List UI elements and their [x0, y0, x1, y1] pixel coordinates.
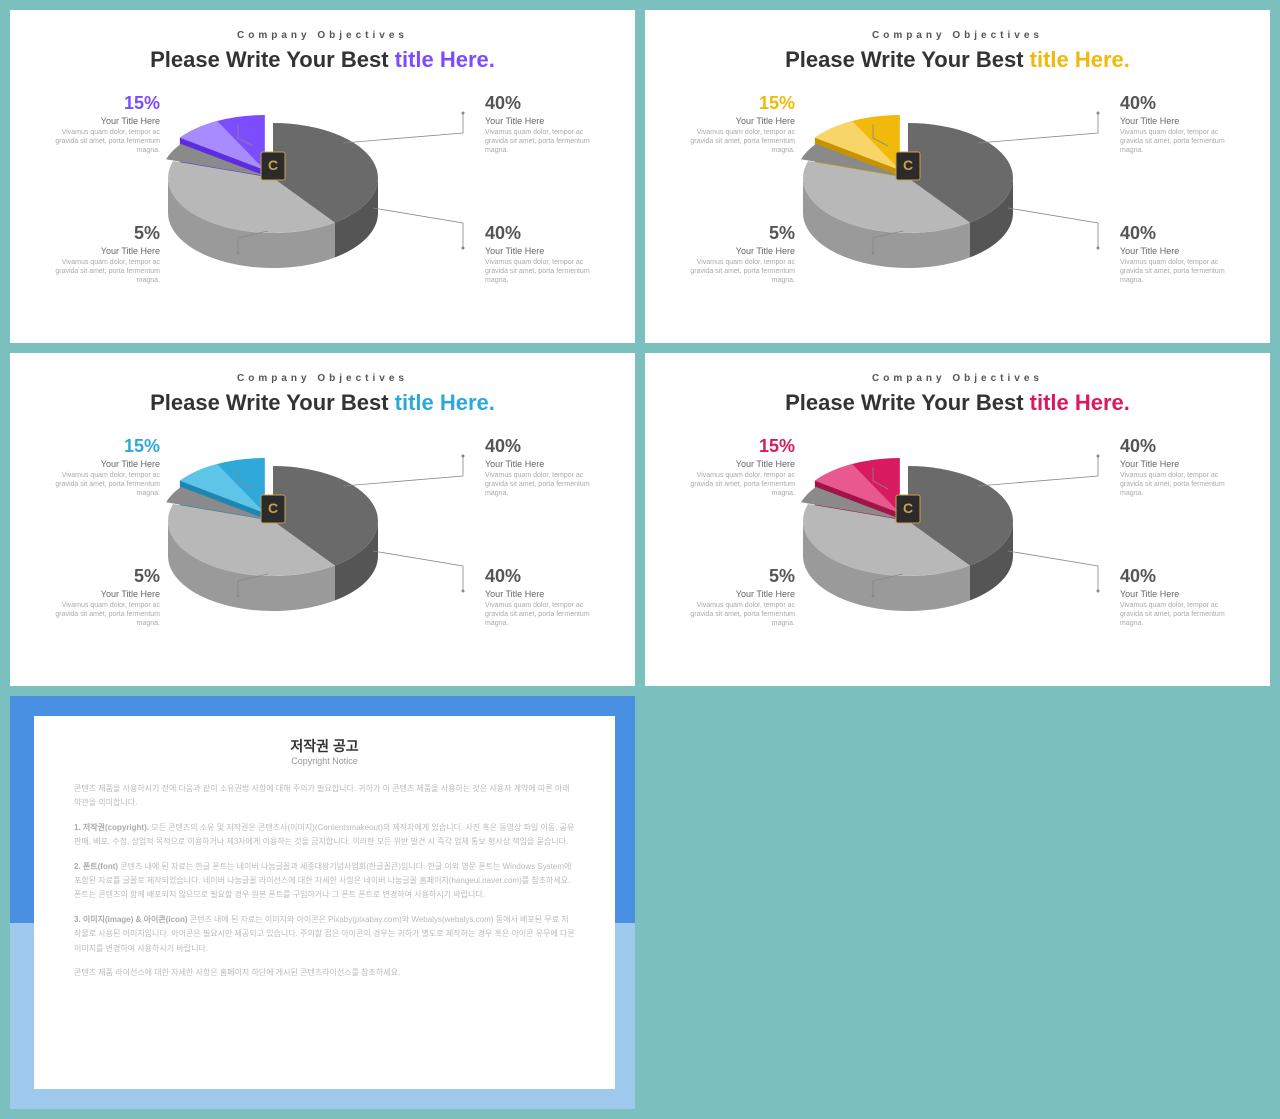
callout-sub: Your Title Here [675, 246, 795, 256]
callout-desc: Vivamus quam dolor, tempor ac gravida si… [675, 128, 795, 155]
overline: Company Objectives [10, 30, 635, 41]
callout-desc: Vivamus quam dolor, tempor ac gravida si… [675, 258, 795, 285]
slide-4: Company Objectives Please Write Your Bes… [645, 353, 1270, 686]
callout-sub: Your Title Here [40, 459, 160, 469]
callout-pct: 15% [40, 93, 160, 114]
callout-desc: Vivamus quam dolor, tempor ac gravida si… [485, 128, 605, 155]
callout-desc: Vivamus quam dolor, tempor ac gravida si… [1120, 471, 1240, 498]
slide-copyright: 저작권 공고 Copyright Notice 콘텐츠 제품을 사용하시기 전에… [10, 696, 635, 1109]
overline: Company Objectives [10, 373, 635, 384]
callout-top_left: 15% Your Title Here Vivamus quam dolor, … [675, 436, 795, 498]
callout-pct: 15% [675, 93, 795, 114]
callout-sub: Your Title Here [1120, 116, 1240, 126]
callout-bot_left: 5% Your Title Here Vivamus quam dolor, t… [675, 223, 795, 285]
callout-sub: Your Title Here [485, 116, 605, 126]
callout-bot_left: 5% Your Title Here Vivamus quam dolor, t… [40, 223, 160, 285]
callout-desc: Vivamus quam dolor, tempor ac gravida si… [675, 601, 795, 628]
callout-sub: Your Title Here [40, 246, 160, 256]
svg-text:C: C [267, 157, 277, 173]
callout-desc: Vivamus quam dolor, tempor ac gravida si… [485, 471, 605, 498]
pie-chart: C 15% Your Title Here Vivamus quam dolor… [645, 73, 1270, 323]
callout-sub: Your Title Here [485, 246, 605, 256]
svg-text:C: C [902, 157, 912, 173]
copyright-subtitle: Copyright Notice [74, 756, 575, 766]
callout-pct: 5% [675, 223, 795, 244]
callout-top_right: 40% Your Title Here Vivamus quam dolor, … [485, 436, 605, 498]
slide-title: Please Write Your Best title Here. [645, 47, 1270, 73]
pie-chart: C 15% Your Title Here Vivamus quam dolor… [645, 416, 1270, 666]
callout-sub: Your Title Here [675, 459, 795, 469]
overline: Company Objectives [645, 373, 1270, 384]
callout-bot_left: 5% Your Title Here Vivamus quam dolor, t… [675, 566, 795, 628]
callout-top_left: 15% Your Title Here Vivamus quam dolor, … [40, 93, 160, 155]
callout-sub: Your Title Here [675, 116, 795, 126]
callout-bot_right: 40% Your Title Here Vivamus quam dolor, … [1120, 223, 1240, 285]
callout-pct: 40% [1120, 93, 1240, 114]
overline: Company Objectives [645, 30, 1270, 41]
callout-pct: 15% [675, 436, 795, 457]
copyright-body: 콘텐츠 제품을 사용하시기 전에 다음과 같이 소유권법 사항에 대해 주의가 … [74, 782, 575, 980]
callout-desc: Vivamus quam dolor, tempor ac gravida si… [1120, 128, 1240, 155]
callout-desc: Vivamus quam dolor, tempor ac gravida si… [40, 601, 160, 628]
callout-pct: 5% [675, 566, 795, 587]
callout-pct: 15% [40, 436, 160, 457]
callout-bot_right: 40% Your Title Here Vivamus quam dolor, … [485, 566, 605, 628]
callout-sub: Your Title Here [675, 589, 795, 599]
slide-3: Company Objectives Please Write Your Bes… [10, 353, 635, 686]
copyright-title: 저작권 공고 [74, 736, 575, 756]
callout-sub: Your Title Here [1120, 589, 1240, 599]
callout-desc: Vivamus quam dolor, tempor ac gravida si… [485, 601, 605, 628]
callout-desc: Vivamus quam dolor, tempor ac gravida si… [675, 471, 795, 498]
callout-bot_right: 40% Your Title Here Vivamus quam dolor, … [1120, 566, 1240, 628]
callout-pct: 40% [1120, 566, 1240, 587]
callout-sub: Your Title Here [40, 589, 160, 599]
slide-2: Company Objectives Please Write Your Bes… [645, 10, 1270, 343]
slide-title: Please Write Your Best title Here. [10, 47, 635, 73]
slide-title: Please Write Your Best title Here. [10, 390, 635, 416]
callout-pct: 40% [485, 93, 605, 114]
callout-pct: 40% [485, 566, 605, 587]
callout-top_right: 40% Your Title Here Vivamus quam dolor, … [1120, 436, 1240, 498]
pie-chart: C 15% Your Title Here Vivamus quam dolor… [10, 416, 635, 666]
svg-text:C: C [902, 500, 912, 516]
slide-1: Company Objectives Please Write Your Bes… [10, 10, 635, 343]
slide-title: Please Write Your Best title Here. [645, 390, 1270, 416]
callout-pct: 40% [1120, 223, 1240, 244]
callout-sub: Your Title Here [485, 459, 605, 469]
callout-desc: Vivamus quam dolor, tempor ac gravida si… [40, 258, 160, 285]
callout-desc: Vivamus quam dolor, tempor ac gravida si… [485, 258, 605, 285]
callout-pct: 40% [485, 223, 605, 244]
pie-chart: C 15% Your Title Here Vivamus quam dolor… [10, 73, 635, 323]
callout-sub: Your Title Here [485, 589, 605, 599]
callout-desc: Vivamus quam dolor, tempor ac gravida si… [40, 128, 160, 155]
callout-desc: Vivamus quam dolor, tempor ac gravida si… [40, 471, 160, 498]
callout-pct: 5% [40, 566, 160, 587]
callout-desc: Vivamus quam dolor, tempor ac gravida si… [1120, 601, 1240, 628]
callout-top_right: 40% Your Title Here Vivamus quam dolor, … [1120, 93, 1240, 155]
callout-desc: Vivamus quam dolor, tempor ac gravida si… [1120, 258, 1240, 285]
callout-sub: Your Title Here [40, 116, 160, 126]
callout-top_left: 15% Your Title Here Vivamus quam dolor, … [675, 93, 795, 155]
callout-top_right: 40% Your Title Here Vivamus quam dolor, … [485, 93, 605, 155]
callout-pct: 5% [40, 223, 160, 244]
svg-text:C: C [267, 500, 277, 516]
callout-pct: 40% [485, 436, 605, 457]
callout-bot_left: 5% Your Title Here Vivamus quam dolor, t… [40, 566, 160, 628]
callout-sub: Your Title Here [1120, 459, 1240, 469]
callout-bot_right: 40% Your Title Here Vivamus quam dolor, … [485, 223, 605, 285]
callout-top_left: 15% Your Title Here Vivamus quam dolor, … [40, 436, 160, 498]
callout-sub: Your Title Here [1120, 246, 1240, 256]
callout-pct: 40% [1120, 436, 1240, 457]
